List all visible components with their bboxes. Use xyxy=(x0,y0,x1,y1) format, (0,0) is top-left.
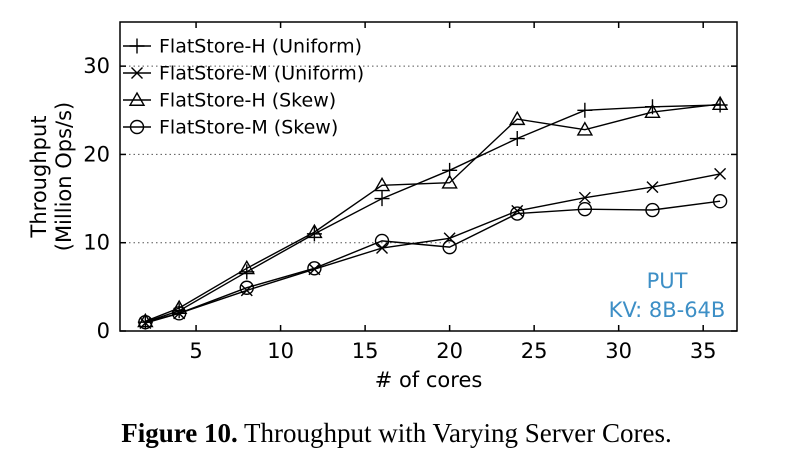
y-axis-label-line1: Throughput xyxy=(27,116,51,239)
point-s1-7 xyxy=(578,191,591,204)
caption-text: Throughput with Varying Server Cores. xyxy=(237,418,672,448)
point-s0-8 xyxy=(644,99,660,115)
point-s3-2 xyxy=(239,280,254,295)
series-line-1 xyxy=(145,173,721,324)
point-s0-7 xyxy=(577,102,593,118)
series-markers xyxy=(137,95,729,330)
point-s2-9 xyxy=(711,95,729,111)
point-s1-6 xyxy=(511,204,524,217)
series-line-2 xyxy=(145,103,721,322)
point-s2-4 xyxy=(373,176,391,192)
legend-label-0: FlatStore-H (Uniform) xyxy=(159,36,362,58)
legend-marker-3 xyxy=(129,119,145,135)
legend-marker-2 xyxy=(128,91,146,106)
point-s3-8 xyxy=(645,202,660,218)
ytick-label-0: 0 xyxy=(97,319,110,343)
ytick-label-30: 30 xyxy=(83,54,110,78)
point-s3-1 xyxy=(171,306,187,321)
xtick-label-30: 30 xyxy=(605,339,632,363)
annotation-kv-size: KV: 8B-64B xyxy=(609,298,726,322)
legend-marker-1 xyxy=(131,67,143,79)
point-s2-0 xyxy=(137,312,154,328)
x-axis-label: # of cores xyxy=(375,368,483,392)
point-s1-2 xyxy=(240,284,253,297)
series-lines xyxy=(145,103,721,324)
point-s3-5 xyxy=(442,239,457,255)
point-s3-4 xyxy=(374,233,390,249)
point-s0-6 xyxy=(509,131,525,147)
point-s3-7 xyxy=(577,201,593,217)
xtick-label-25: 25 xyxy=(521,339,548,363)
point-s3-3 xyxy=(307,261,322,276)
axes: 5 10 15 20 25 30 35 0 10 20 30 # of cores Throughput… xyxy=(27,21,738,392)
point-s0-4 xyxy=(374,191,390,207)
annotation-put: PUT xyxy=(647,269,688,293)
point-s1-8 xyxy=(646,181,659,194)
plot-frame xyxy=(119,21,738,332)
y-axis-label-line2: (Million Ops/s) xyxy=(52,102,76,252)
xtick-label-35: 35 xyxy=(690,339,717,363)
legend-label-1: FlatStore-M (Uniform) xyxy=(159,63,364,85)
legend-label-2: FlatStore-H (Skew) xyxy=(159,90,336,112)
point-s2-7 xyxy=(576,121,594,136)
caption-label: Figure 10. xyxy=(121,418,238,448)
point-s3-0 xyxy=(138,314,153,330)
series-line-3 xyxy=(145,200,721,323)
y-axis-label: Throughput (Million Ops/s) xyxy=(27,102,76,252)
figure-caption: Figure 10. Throughput with Varying Serve… xyxy=(0,418,793,449)
grid-lines xyxy=(120,65,737,244)
legend: FlatStore-H (Uniform) FlatStore-M (Unifor… xyxy=(123,36,364,139)
ytick-label-20: 20 xyxy=(83,142,110,166)
point-s2-6 xyxy=(509,110,526,126)
xtick-label-20: 20 xyxy=(436,339,463,363)
point-s2-2 xyxy=(238,259,255,275)
legend-marker-0 xyxy=(129,38,145,54)
xtick-label-15: 15 xyxy=(352,339,379,363)
annotations: PUT KV: 8B-64B xyxy=(609,269,726,322)
xtick-label-10: 10 xyxy=(267,339,294,363)
point-s0-2 xyxy=(239,264,255,280)
point-s2-5 xyxy=(441,174,458,189)
xtick-label-5: 5 xyxy=(189,339,202,363)
point-s3-6 xyxy=(510,206,525,221)
point-s2-8 xyxy=(644,103,661,119)
point-s2-3 xyxy=(306,223,323,239)
ytick-label-10: 10 xyxy=(83,231,110,255)
point-s1-9 xyxy=(714,167,727,180)
point-s3-9 xyxy=(712,194,728,209)
legend-label-3: FlatStore-M (Skew) xyxy=(159,117,338,139)
